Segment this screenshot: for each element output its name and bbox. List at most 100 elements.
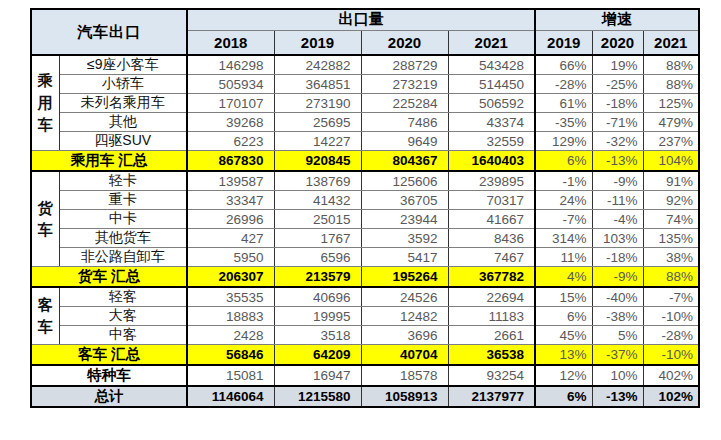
export-value-cell: 36538 (448, 345, 535, 366)
export-value-cell: 22694 (448, 287, 535, 307)
export-value-cell: 11183 (448, 307, 535, 326)
growth-value-cell: 92% (643, 191, 699, 210)
growth-value-cell: -32% (592, 132, 643, 151)
growth-value-cell: 88% (643, 75, 699, 94)
growth-value-cell: -13% (592, 386, 643, 407)
category-cell: 轻客 (59, 287, 187, 307)
growth-value-cell: 74% (643, 210, 699, 229)
export-value-cell: 93254 (448, 365, 535, 386)
growth-value-cell: -13% (592, 151, 643, 172)
export-value-cell: 6596 (274, 248, 361, 267)
growth-value-cell: 104% (643, 151, 699, 172)
growth-value-cell: 125% (643, 94, 699, 113)
table-title: 汽车出口 (31, 9, 187, 55)
grand-total-row: 总计11460641215580105891321379776%-13%102% (31, 386, 699, 407)
growth-value-cell: 11% (535, 248, 592, 267)
export-value-cell: 33347 (187, 191, 274, 210)
export-value-cell: 170107 (187, 94, 274, 113)
export-volume-header: 出口量 (187, 9, 535, 30)
export-value-cell: 19995 (274, 307, 361, 326)
table-row: 乘 用 车≤9座小客车14629824288228872954342866%19… (31, 55, 699, 75)
growth-header: 增速 (535, 9, 699, 30)
header-row-groups: 汽车出口 出口量 增速 (31, 9, 699, 30)
table-row: 其他3926825695748643374-35%-71%479% (31, 113, 699, 132)
export-value-cell: 867830 (187, 151, 274, 172)
growth-value-cell: 314% (535, 229, 592, 248)
export-value-cell: 3696 (361, 326, 448, 345)
growth-value-cell: -7% (535, 210, 592, 229)
export-value-cell: 18883 (187, 307, 274, 326)
table-row: 未列名乘用车17010727319022528450659261%-18%125… (31, 94, 699, 113)
export-value-cell: 1640403 (448, 151, 535, 172)
growth-value-cell: 135% (643, 229, 699, 248)
export-value-cell: 195264 (361, 267, 448, 288)
category-cell: 轻卡 (59, 171, 187, 191)
export-value-cell: 14227 (274, 132, 361, 151)
export-value-cell: 506592 (448, 94, 535, 113)
group-label: 货 车 (31, 171, 59, 267)
growth-value-cell: 45% (535, 326, 592, 345)
export-value-cell: 1215580 (274, 386, 361, 407)
table-row: 客 车轻客3553540696245262269415%-40%-7% (31, 287, 699, 307)
export-value-cell: 3592 (361, 229, 448, 248)
growth-value-cell: -18% (592, 94, 643, 113)
export-value-cell: 40704 (361, 345, 448, 366)
growth-value-cell: -4% (592, 210, 643, 229)
export-value-cell: 41432 (274, 191, 361, 210)
growth-value-cell: -71% (592, 113, 643, 132)
growth-value-cell: 6% (535, 307, 592, 326)
growth-value-cell: -10% (643, 307, 699, 326)
export-value-cell: 364851 (274, 75, 361, 94)
export-value-cell: 40696 (274, 287, 361, 307)
export-value-cell: 41667 (448, 210, 535, 229)
growth-value-cell: -1% (535, 171, 592, 191)
export-value-cell: 9649 (361, 132, 448, 151)
category-cell: 非公路自卸车 (59, 248, 187, 267)
group-label: 客 车 (31, 287, 59, 345)
export-value-cell: 367782 (448, 267, 535, 288)
export-value-cell: 5417 (361, 248, 448, 267)
export-value-cell: 25695 (274, 113, 361, 132)
year-header-export-2019: 2019 (274, 30, 361, 55)
export-value-cell: 1767 (274, 229, 361, 248)
growth-value-cell: -35% (535, 113, 592, 132)
growth-value-cell: 61% (535, 94, 592, 113)
table-row: 重卡3334741432367057031724%-11%92% (31, 191, 699, 210)
special-vehicle-label: 特种车 (31, 365, 187, 386)
export-value-cell: 56846 (187, 345, 274, 366)
export-value-cell: 146298 (187, 55, 274, 75)
export-value-cell: 1146064 (187, 386, 274, 407)
export-value-cell: 15081 (187, 365, 274, 386)
export-value-cell: 213579 (274, 267, 361, 288)
year-header-export-2018: 2018 (187, 30, 274, 55)
growth-value-cell: 88% (643, 55, 699, 75)
growth-value-cell: 12% (535, 365, 592, 386)
summary-row: 乘用车 汇总86783092084580436716404036%-13%104… (31, 151, 699, 172)
export-value-cell: 35535 (187, 287, 274, 307)
table-row: 其他货车427176735928436314%103%135% (31, 229, 699, 248)
export-value-cell: 23944 (361, 210, 448, 229)
category-cell: 未列名乘用车 (59, 94, 187, 113)
export-value-cell: 7486 (361, 113, 448, 132)
export-value-cell: 39268 (187, 113, 274, 132)
export-value-cell: 43374 (448, 113, 535, 132)
growth-value-cell: -25% (592, 75, 643, 94)
growth-value-cell: -18% (592, 248, 643, 267)
export-value-cell: 5950 (187, 248, 274, 267)
summary-row: 客车 汇总5684664209407043653813%-37%-10% (31, 345, 699, 366)
growth-value-cell: 91% (643, 171, 699, 191)
export-value-cell: 7467 (448, 248, 535, 267)
export-value-cell: 514450 (448, 75, 535, 94)
growth-value-cell: -9% (592, 171, 643, 191)
export-value-cell: 920845 (274, 151, 361, 172)
grand-total-label: 总计 (31, 386, 187, 407)
table-row: 大客188831999512482111836%-38%-10% (31, 307, 699, 326)
group-label: 乘 用 车 (31, 55, 59, 151)
growth-value-cell: -40% (592, 287, 643, 307)
table-body: 乘 用 车≤9座小客车14629824288228872954342866%19… (31, 55, 699, 407)
table-row: 中客242835183696266145%5%-28% (31, 326, 699, 345)
export-value-cell: 804367 (361, 151, 448, 172)
export-value-cell: 273190 (274, 94, 361, 113)
summary-label: 客车 汇总 (31, 345, 187, 366)
table-row: 小轿车505934364851273219514450-28%-25%88% (31, 75, 699, 94)
